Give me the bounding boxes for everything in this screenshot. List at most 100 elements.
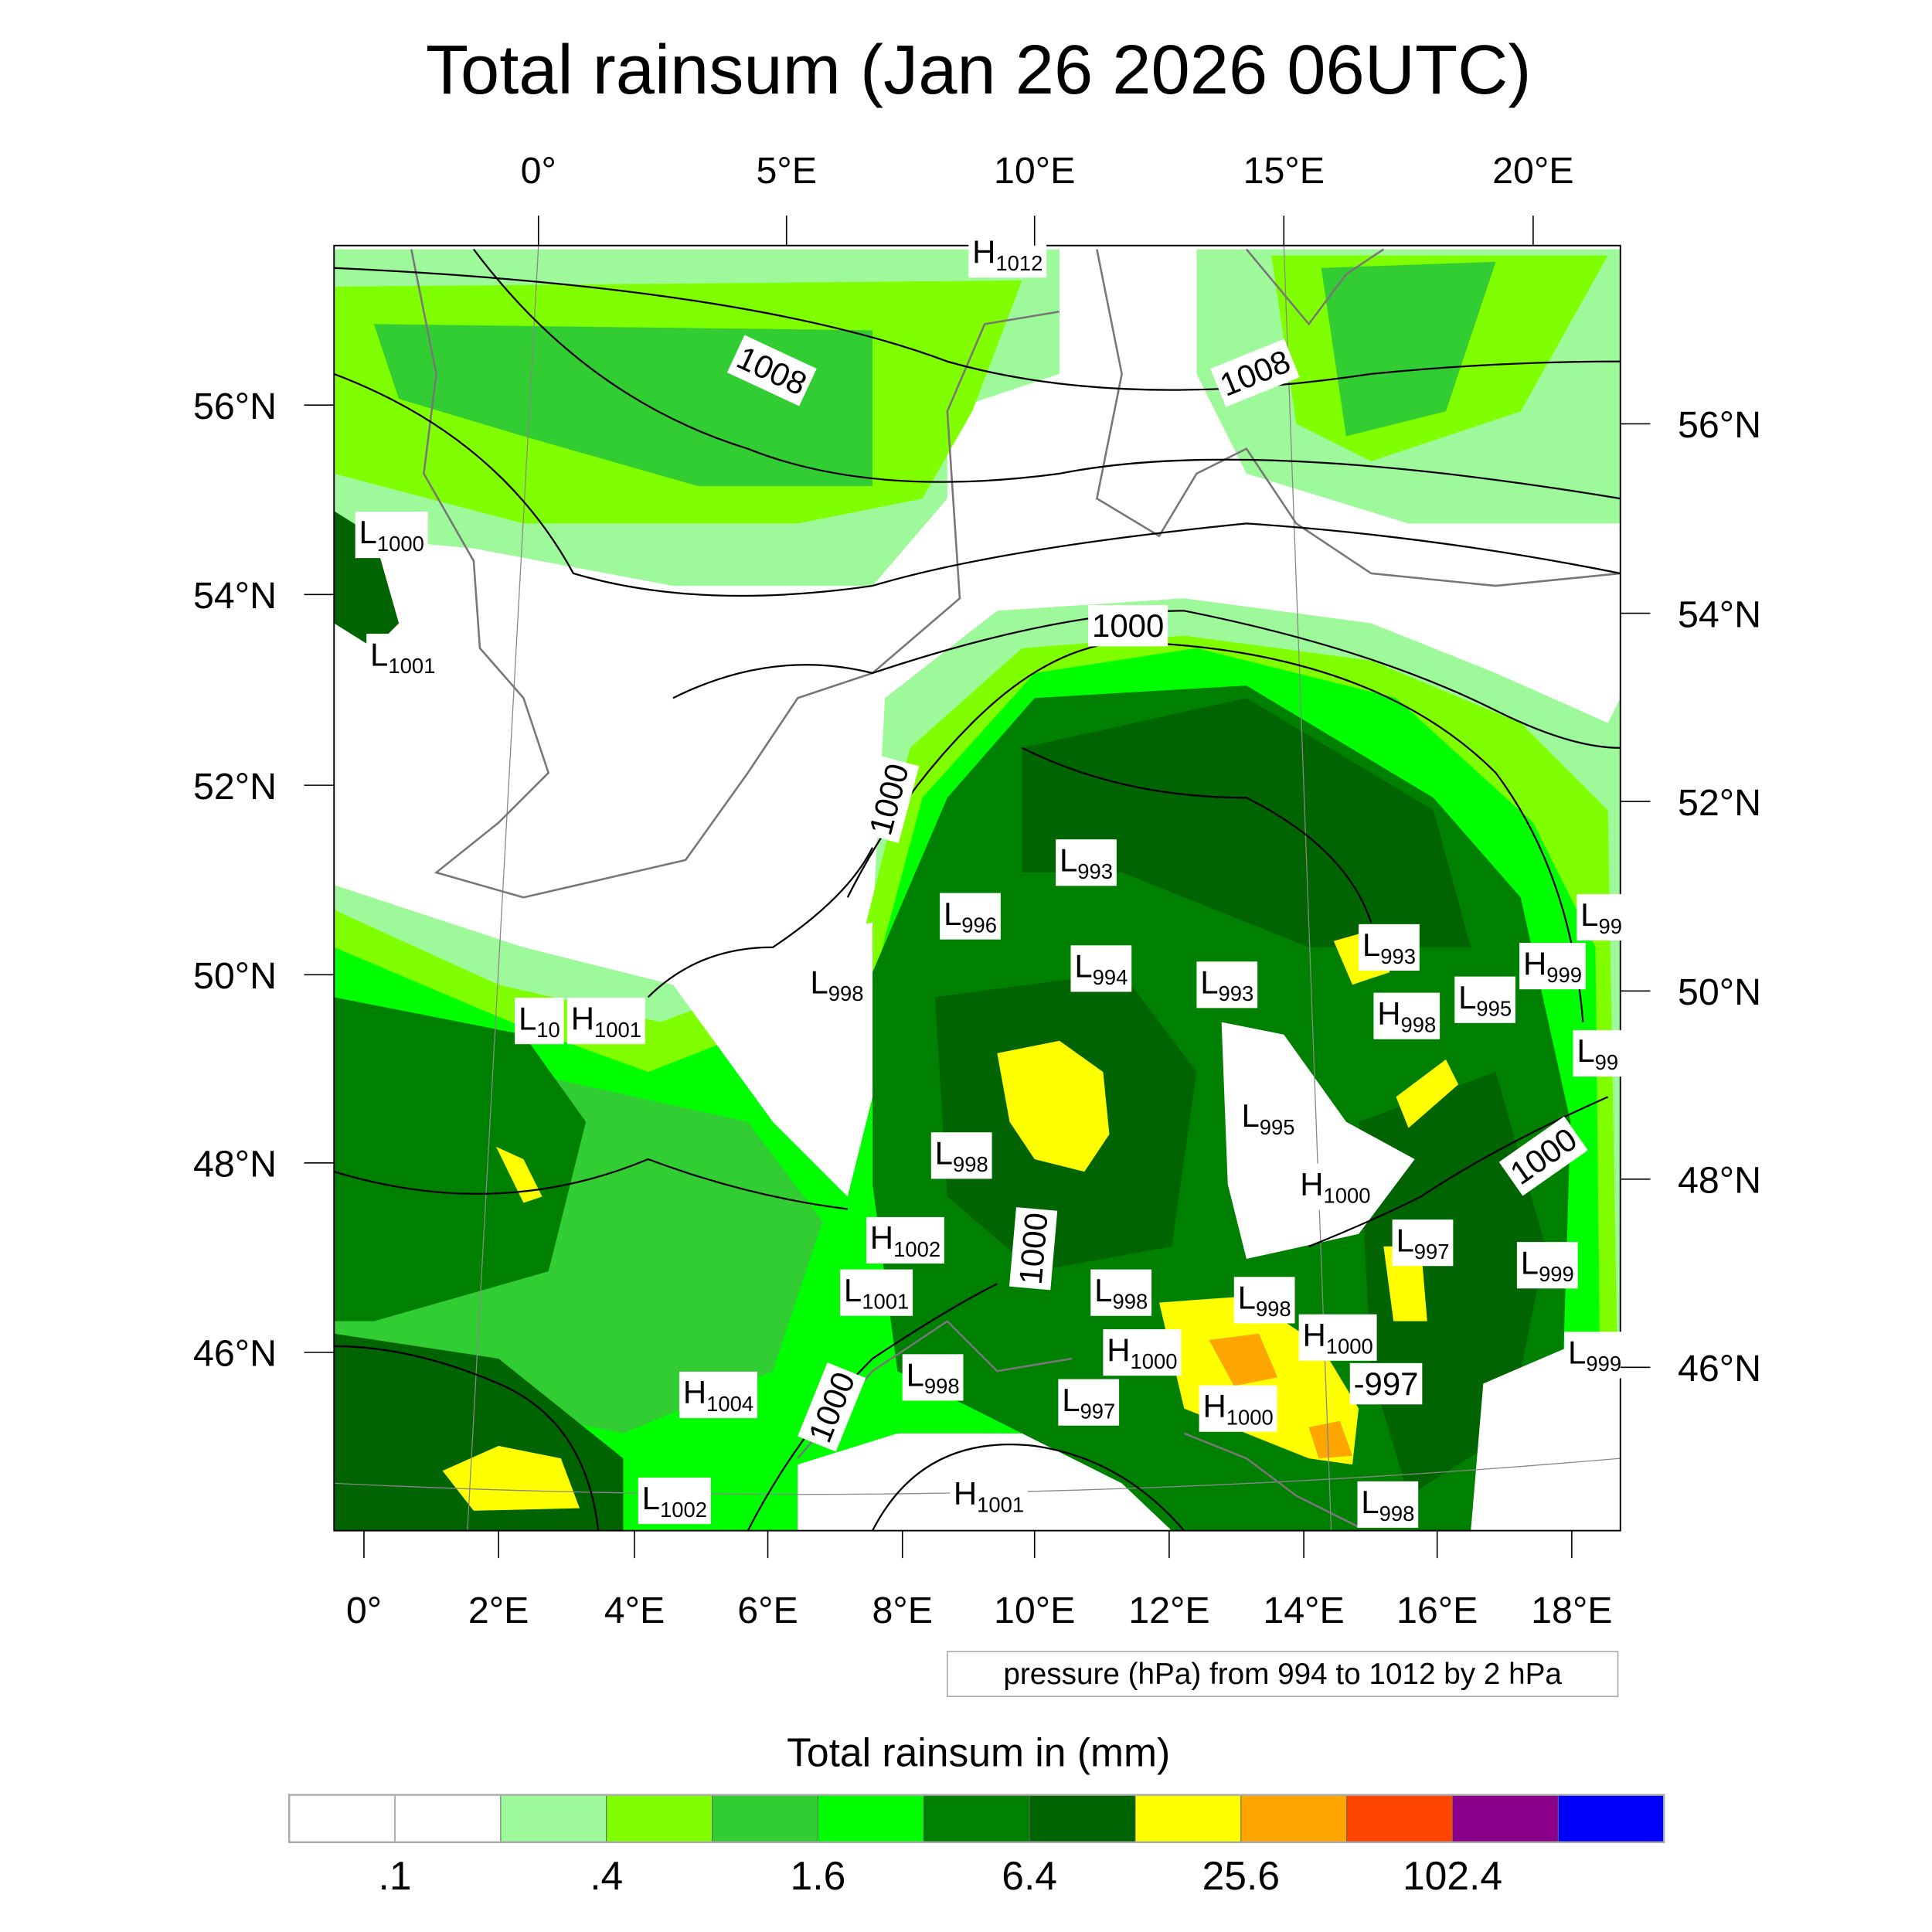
pressure-label-text: L993: [1200, 964, 1253, 1005]
colorbar-swatch: [394, 1794, 502, 1843]
rain-heavy-yellow: [1396, 1059, 1459, 1128]
pressure-label: L998: [806, 961, 868, 1009]
colorbar-label: .4: [590, 1853, 623, 1898]
pressure-label-text: H998: [1377, 995, 1436, 1037]
bottom-lon-label: 18°E: [1531, 1590, 1612, 1631]
pressure-label-text: L998: [906, 1357, 960, 1399]
right-lat-label: 48°N: [1678, 1160, 1761, 1202]
colorbar-swatch: [1240, 1794, 1348, 1843]
contour-value-label: -997: [1354, 1366, 1419, 1402]
pressure-label: L996: [940, 893, 1001, 940]
top-lon-label: 10°E: [994, 150, 1075, 192]
pressure-label: L993: [1056, 839, 1117, 886]
pressure-label-text: H1001: [954, 1475, 1024, 1517]
colorbar-swatch: [288, 1794, 396, 1843]
colorbar-swatch: [817, 1794, 924, 1843]
right-lat-label: 46°N: [1678, 1348, 1761, 1389]
pressure-label: L998: [1357, 1481, 1419, 1528]
pressure-label: L999: [1516, 1242, 1578, 1289]
colorbar-swatch: [1452, 1794, 1559, 1843]
pressure-label-text: L1002: [642, 1480, 707, 1522]
pressure-label: H998: [1373, 992, 1440, 1039]
rain-heavy-orange: [1308, 1420, 1352, 1459]
pressure-label: H1000: [1199, 1385, 1277, 1432]
pressure-label-text: L999: [1521, 1244, 1574, 1286]
pressure-label-text: L1001: [844, 1272, 909, 1314]
pressure-label: H1000: [1296, 1163, 1375, 1210]
colorbar-swatch: [712, 1794, 818, 1843]
rain-area-mid-ne: [1321, 261, 1496, 437]
colorbar-label: .1: [379, 1853, 412, 1898]
pressure-label-text: H1000: [1300, 1166, 1370, 1208]
pressure-label: L998: [1233, 1277, 1295, 1324]
pressure-label: L994: [1070, 945, 1132, 992]
colorbar-label: 102.4: [1403, 1853, 1502, 1898]
rain-field: [334, 245, 1621, 1531]
pressure-label-text: L998: [810, 964, 863, 1005]
rain-area-dark-west: [334, 997, 587, 1321]
contour-info-box: [947, 1651, 1619, 1697]
pressure-label-text: L995: [1241, 1097, 1294, 1139]
pressure-label: L1002: [638, 1477, 711, 1525]
pressure-label: L10: [515, 998, 564, 1045]
pressure-label: H1001: [950, 1472, 1028, 1519]
pressure-label: H999: [1519, 943, 1586, 990]
pressure-label-text: L99: [1580, 896, 1622, 938]
contour-info-text: pressure (hPa) from 994 to 1012 by 2 hPa: [1003, 1658, 1562, 1691]
top-lon-label: 20°E: [1492, 150, 1573, 192]
pressure-label-text: H1012: [972, 233, 1043, 275]
dry-area-se: [1471, 1345, 1621, 1531]
pressure-label: L997: [1058, 1379, 1120, 1426]
bottom-lon-label: 14°E: [1263, 1590, 1344, 1631]
pressure-label-text: H1002: [870, 1219, 940, 1261]
axis-ticks: 0° 5°E 10°E 15°E 20°E 0° 2°E 4°E 6°E 8°E 10°E 12°E 1…: [193, 150, 1761, 1631]
top-lon-label: 5°E: [756, 150, 817, 192]
pressure-label: L993: [1359, 923, 1420, 971]
colorbar-label: 1.6: [791, 1853, 846, 1898]
pressure-label: L998: [1090, 1269, 1152, 1316]
isobars: [334, 248, 1621, 1531]
pressure-label: L99: [1577, 893, 1626, 941]
colorbar-swatch: [1134, 1794, 1242, 1843]
bottom-lon-label: 0°: [346, 1590, 382, 1631]
rain-heavy-yellow: [495, 1146, 543, 1203]
pressure-label-text: L998: [1094, 1272, 1148, 1314]
colorbar-swatch: [1346, 1794, 1454, 1843]
right-lat-label: 50°N: [1678, 971, 1761, 1013]
pressure-label: L998: [930, 1132, 992, 1179]
pressure-label-text: H1001: [571, 1000, 641, 1042]
right-lat-label: 52°N: [1678, 782, 1761, 824]
pressure-label-text: L995: [1458, 979, 1512, 1021]
left-lat-label: 46°N: [193, 1333, 277, 1375]
rain-heavy-orange: [1209, 1333, 1278, 1386]
pressure-label-text: H1000: [1302, 1317, 1372, 1359]
rain-area-darkest-north: [1022, 698, 1471, 947]
bottom-lon-label: 4°E: [604, 1590, 665, 1631]
pressure-label: L1001: [366, 634, 440, 681]
left-lat-label: 54°N: [193, 575, 277, 617]
pressure-label: L99: [1573, 1029, 1622, 1077]
left-lat-label: 56°N: [193, 386, 277, 427]
pressure-label-text: L993: [1060, 842, 1113, 883]
colorbar-swatch: [1557, 1794, 1665, 1843]
pressure-label-text: L993: [1362, 927, 1416, 968]
pressure-label: L993: [1196, 961, 1258, 1009]
left-lat-label: 52°N: [193, 766, 277, 808]
colorbar-swatch: [923, 1794, 1030, 1843]
left-lat-label: 48°N: [193, 1144, 277, 1185]
left-lat-label: 50°N: [193, 955, 277, 997]
pressure-label: L998: [902, 1354, 964, 1401]
pressure-label-text: H999: [1523, 945, 1582, 987]
pressure-label: H1004: [679, 1371, 757, 1419]
colorbar-swatch: [606, 1794, 713, 1843]
colorbar-swatch: [1029, 1794, 1136, 1843]
pressure-label-text: L997: [1062, 1382, 1115, 1423]
pressure-label-text: L998: [935, 1134, 988, 1176]
bottom-lon-label: 16°E: [1396, 1590, 1478, 1631]
pressure-label: L997: [1392, 1219, 1454, 1267]
pressure-label: H1000: [1103, 1329, 1182, 1376]
bottom-lon-label: 6°E: [737, 1590, 798, 1631]
colorbar-title: Total rainsum in (mm): [787, 1730, 1170, 1774]
